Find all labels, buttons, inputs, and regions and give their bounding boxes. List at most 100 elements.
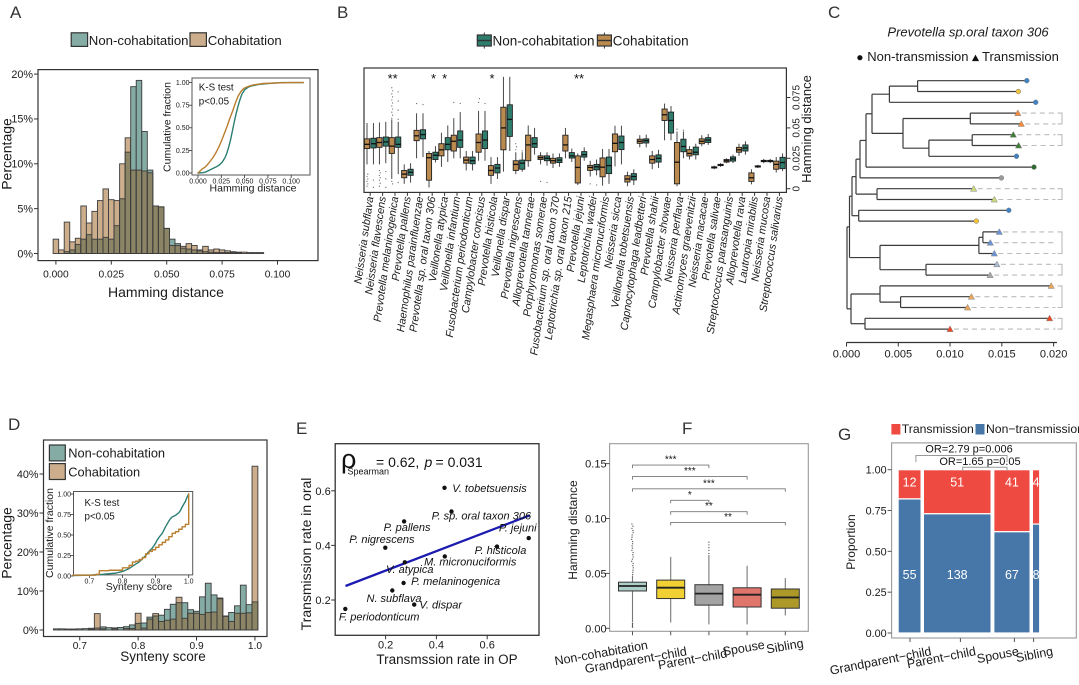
svg-text:0.000: 0.000 xyxy=(833,349,861,361)
svg-text:*: * xyxy=(688,490,692,501)
svg-text:12: 12 xyxy=(903,476,917,490)
svg-text:41: 41 xyxy=(1005,476,1019,490)
svg-text:E: E xyxy=(296,419,307,438)
svg-text:10%: 10% xyxy=(17,586,39,598)
svg-text:0.25: 0.25 xyxy=(57,553,71,560)
svg-text:**: ** xyxy=(388,71,398,86)
svg-text:*: * xyxy=(431,71,436,86)
svg-text:138: 138 xyxy=(947,568,968,582)
svg-text:Hamming distance: Hamming distance xyxy=(210,183,297,195)
svg-text:Transmission: Transmission xyxy=(982,49,1059,64)
svg-text:Non-cohabitation: Non-cohabitation xyxy=(68,446,165,461)
svg-text:0.25: 0.25 xyxy=(176,148,190,155)
svg-text:= 0.62,: = 0.62, xyxy=(376,454,419,470)
svg-text:p<0.05: p<0.05 xyxy=(199,96,230,107)
svg-text:0.000: 0.000 xyxy=(189,179,207,186)
svg-text:4: 4 xyxy=(1033,476,1040,490)
svg-text:0.25: 0.25 xyxy=(866,587,887,599)
svg-text:1.00: 1.00 xyxy=(866,465,887,477)
svg-text:0.50: 0.50 xyxy=(866,546,887,558)
svg-text:V. dispar: V. dispar xyxy=(419,600,463,612)
svg-text:Cohabitation: Cohabitation xyxy=(613,33,689,48)
svg-text:0.020: 0.020 xyxy=(1040,349,1068,361)
svg-text:P. histicola: P. histicola xyxy=(475,545,527,557)
svg-text:0.075: 0.075 xyxy=(209,270,235,281)
svg-text:Cumulative fraction: Cumulative fraction xyxy=(162,82,174,172)
svg-text:P. sp. oral taxon 306: P. sp. oral taxon 306 xyxy=(432,510,532,522)
svg-text:A: A xyxy=(10,3,22,22)
svg-text:55: 55 xyxy=(903,568,917,582)
svg-text:P. nigrescens: P. nigrescens xyxy=(349,534,415,546)
svg-text:Hamming distance: Hamming distance xyxy=(108,284,224,300)
svg-text:0.010: 0.010 xyxy=(936,349,964,361)
svg-text:0.6: 0.6 xyxy=(315,486,330,498)
svg-text:1.0: 1.0 xyxy=(248,641,262,652)
svg-text:Transmission rate in oral: Transmission rate in oral xyxy=(298,478,314,631)
svg-text:0.025: 0.025 xyxy=(99,270,125,281)
svg-text:Transmssion rate in OP: Transmssion rate in OP xyxy=(376,652,517,667)
svg-text:OR=2.79 p=0.006: OR=2.79 p=0.006 xyxy=(925,443,1012,455)
svg-text:Non−transmission: Non−transmission xyxy=(986,422,1079,436)
svg-text:1.0: 1.0 xyxy=(184,578,194,585)
svg-text:40%: 40% xyxy=(17,469,39,481)
svg-text:0.00: 0.00 xyxy=(585,623,606,635)
svg-text:Synteny score: Synteny score xyxy=(106,581,173,593)
svg-text:Percentage: Percentage xyxy=(0,507,15,579)
svg-text:0.50: 0.50 xyxy=(176,125,190,132)
svg-text:C: C xyxy=(828,3,840,22)
svg-text:G: G xyxy=(838,425,851,444)
svg-text:OR=1.65 p=0.05: OR=1.65 p=0.05 xyxy=(939,456,1020,468)
svg-text:Synteny score: Synteny score xyxy=(120,649,206,664)
svg-text:V. tobetsuensis: V. tobetsuensis xyxy=(452,483,527,495)
svg-text:0.10: 0.10 xyxy=(585,514,606,526)
svg-text:8: 8 xyxy=(1033,568,1040,582)
svg-text:0.00: 0.00 xyxy=(57,573,71,580)
svg-text:0%: 0% xyxy=(17,248,33,260)
svg-text:Non-cohabitation: Non-cohabitation xyxy=(89,33,189,48)
svg-text:0.100: 0.100 xyxy=(265,270,291,281)
svg-text:51: 51 xyxy=(950,476,964,490)
svg-text:Hamming distance: Hamming distance xyxy=(799,75,814,183)
svg-text:M. micronuciformis: M. micronuciformis xyxy=(424,556,517,568)
svg-text:0.75: 0.75 xyxy=(866,506,887,518)
svg-text:***: *** xyxy=(665,455,677,466)
svg-text:***: *** xyxy=(703,478,715,489)
svg-text:0.4: 0.4 xyxy=(429,639,444,651)
svg-text:Percentage: Percentage xyxy=(0,118,15,190)
svg-text:Prevotella sp.oral taxon 306: Prevotella sp.oral taxon 306 xyxy=(887,25,1049,40)
svg-text:K-S test: K-S test xyxy=(85,498,120,509)
svg-text:B: B xyxy=(337,3,348,22)
svg-text:**: ** xyxy=(724,512,732,523)
svg-text:20%: 20% xyxy=(17,547,39,559)
svg-text:20%: 20% xyxy=(11,69,33,81)
svg-text:p<0.05: p<0.05 xyxy=(85,512,116,523)
svg-text:Proportion: Proportion xyxy=(844,514,858,569)
svg-text:**: ** xyxy=(705,501,713,512)
svg-text:0.50: 0.50 xyxy=(57,532,71,539)
svg-text:= 0.031: = 0.031 xyxy=(436,454,483,470)
svg-text:0.015: 0.015 xyxy=(988,349,1016,361)
svg-text:0.7: 0.7 xyxy=(73,641,87,652)
svg-text:Hamming distance: Hamming distance xyxy=(566,480,580,580)
svg-text:0.6: 0.6 xyxy=(480,639,495,651)
svg-text:Cohabitation: Cohabitation xyxy=(208,33,282,48)
svg-text:1.00: 1.00 xyxy=(57,491,71,498)
svg-text:p: p xyxy=(424,454,433,470)
svg-text:0.15: 0.15 xyxy=(585,459,606,471)
svg-text:0.005: 0.005 xyxy=(885,349,913,361)
svg-text:P. pallens: P. pallens xyxy=(384,522,431,534)
svg-text:0.2: 0.2 xyxy=(315,595,330,607)
svg-text:*: * xyxy=(489,71,494,86)
svg-text:0.75: 0.75 xyxy=(57,512,71,519)
svg-text:10%: 10% xyxy=(11,159,33,171)
svg-text:0.2: 0.2 xyxy=(378,639,393,651)
svg-text:F: F xyxy=(682,419,692,438)
svg-text:0: 0 xyxy=(791,185,802,191)
svg-text:D: D xyxy=(8,415,20,434)
svg-text:0.050: 0.050 xyxy=(154,270,180,281)
svg-text:***: *** xyxy=(684,466,696,477)
svg-text:F. periodonticum: F. periodonticum xyxy=(339,612,420,624)
svg-text:P. melaninogenica: P. melaninogenica xyxy=(411,576,500,588)
svg-text:Cohabitation: Cohabitation xyxy=(68,464,140,479)
svg-text:0.05: 0.05 xyxy=(585,568,606,580)
